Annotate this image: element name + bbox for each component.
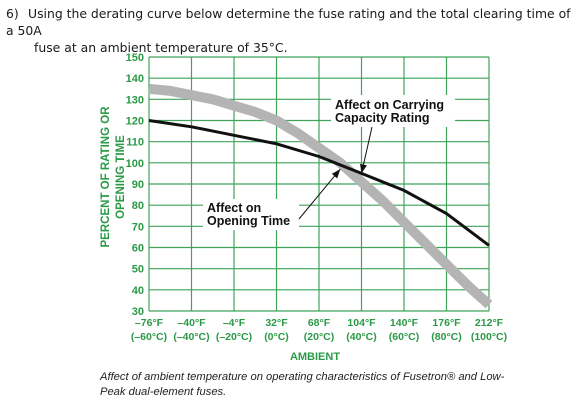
y-tick-label: 90 xyxy=(132,179,144,191)
x-tick-label-fahrenheit: –4°F xyxy=(223,317,246,329)
y-tick-label: 80 xyxy=(132,200,144,212)
x-tick-label-fahrenheit: –76°F xyxy=(135,317,164,329)
question-number: 6) xyxy=(6,6,19,21)
x-tick-label-fahrenheit: 176°F xyxy=(432,317,461,329)
annotation-label: Opening Time xyxy=(207,214,290,228)
y-tick-label: 130 xyxy=(126,94,144,106)
y-tick-label: 60 xyxy=(132,243,144,255)
y-tick-label: 70 xyxy=(132,221,144,233)
x-tick-label-celsius: (60°C) xyxy=(389,331,419,343)
x-tick-label-celsius: (40°C) xyxy=(346,331,376,343)
y-tick-label: 40 xyxy=(132,285,144,297)
y-axis-label-line-2: OPENING TIME xyxy=(115,135,127,219)
y-axis-label-line-1: PERCENT OF RATING OR xyxy=(100,106,112,248)
x-tick-label-celsius: (–60°C) xyxy=(131,331,167,343)
x-tick-label-celsius: (–40°C) xyxy=(173,331,209,343)
question-line-1: Using the derating curve below determine… xyxy=(6,6,571,38)
y-tick-label: 150 xyxy=(126,52,144,64)
x-tick-label-fahrenheit: 140°F xyxy=(390,317,419,329)
figure-caption: Affect of ambient temperature on operati… xyxy=(100,370,520,400)
caption-line-1: Affect of ambient temperature on operati… xyxy=(100,371,505,383)
annotation-label-box xyxy=(331,95,455,127)
annotation-label: Affect on Carrying xyxy=(335,98,444,112)
y-tick-label: 50 xyxy=(132,264,144,276)
annotation-arrowhead xyxy=(360,163,367,174)
annotation-arrow-line xyxy=(298,168,341,220)
x-tick-label-fahrenheit: 68°F xyxy=(308,317,331,329)
x-tick-label-celsius: (80°C) xyxy=(431,331,461,343)
opening-time-curve xyxy=(148,83,493,309)
x-axis-label: AMBIENT xyxy=(290,351,340,363)
y-tick-label: 120 xyxy=(126,116,144,128)
annotation-label: Affect on xyxy=(207,201,261,215)
x-axis-ticks: –76°F (–60°C) –40°F (–40°C) –4°F (–20°C) 32°F (… xyxy=(131,317,507,343)
caption-line-2: Peak dual-element fuses. xyxy=(100,386,227,398)
chart-series xyxy=(148,83,493,309)
y-axis-ticks: 30 40 50 60 70 80 90 100 110 120 130 140 150 xyxy=(126,52,144,318)
x-tick-label-celsius: (–20°C) xyxy=(216,331,252,343)
annotation-label-box xyxy=(203,199,299,230)
x-tick-label-celsius: (20°C) xyxy=(304,331,334,343)
question-line-2: fuse at an ambient temperature of 35°C. xyxy=(34,40,288,55)
x-tick-label-fahrenheit: 104°F xyxy=(347,317,376,329)
carrying-capacity-curve xyxy=(148,119,490,247)
annotation-arrowhead xyxy=(331,169,341,179)
question-text: 6) Using the derating curve below determi… xyxy=(6,5,578,56)
y-tick-label: 110 xyxy=(126,137,144,149)
x-tick-label-fahrenheit: 32°F xyxy=(265,317,288,329)
y-tick-label: 100 xyxy=(126,158,144,170)
annotation-label: Capacity Rating xyxy=(335,111,429,125)
y-tick-label: 30 xyxy=(132,306,144,318)
x-tick-label-celsius: (0°C) xyxy=(264,331,289,343)
y-tick-label: 140 xyxy=(126,73,144,85)
x-tick-label-fahrenheit: –40°F xyxy=(177,317,206,329)
x-tick-label-fahrenheit: 212°F xyxy=(475,317,504,329)
x-tick-label-celsius: (100°C) xyxy=(471,331,507,343)
